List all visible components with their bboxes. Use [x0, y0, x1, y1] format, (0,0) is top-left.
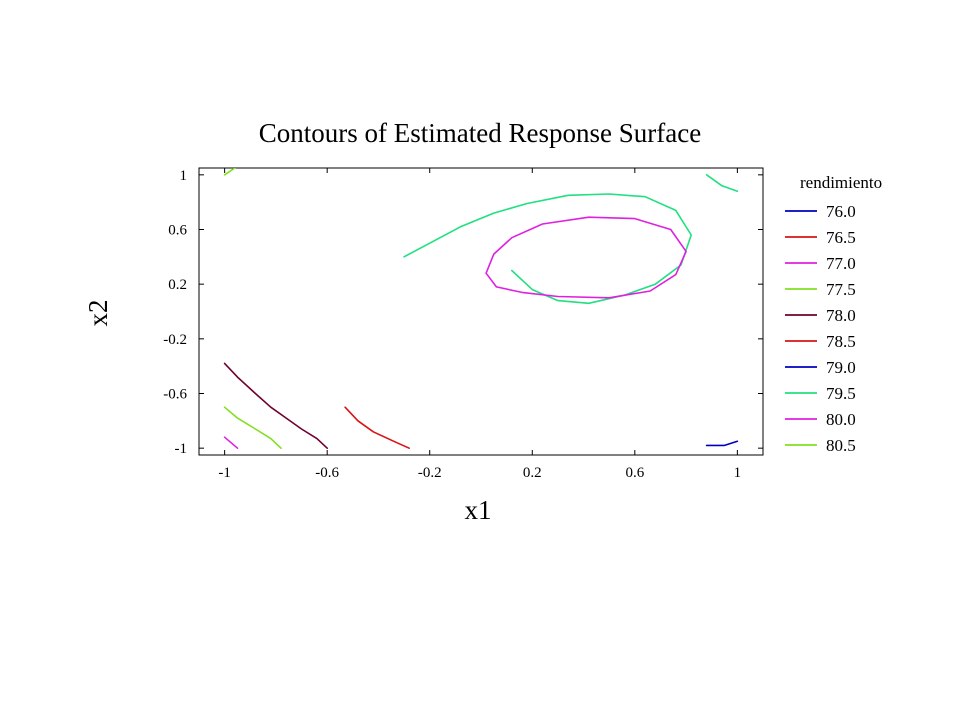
y-tick-label: -0.6 — [163, 387, 187, 403]
x-tick-label: 1 — [734, 465, 742, 481]
contour-80.0 — [485, 216, 687, 299]
x-tick-label: 0.2 — [523, 465, 542, 481]
legend-label-80.0: 80.0 — [826, 410, 856, 429]
legend-label-77.0: 77.0 — [826, 254, 856, 273]
y-tick-label: 0.2 — [168, 277, 187, 293]
x-axis-title: x1 — [465, 495, 492, 525]
chart-title: Contours of Estimated Response Surface — [259, 118, 701, 148]
legend-label-78.5: 78.5 — [826, 332, 856, 351]
legend-label-76.0: 76.0 — [826, 202, 856, 221]
y-tick-label: -1 — [175, 441, 188, 457]
contour-78.0 — [223, 362, 329, 450]
contour-77.0 — [223, 436, 239, 450]
contour-79.0 — [705, 440, 739, 447]
x-tick-label: 0.6 — [625, 465, 644, 481]
y-tick-label: 0.6 — [168, 223, 187, 239]
contour-79.5 — [403, 193, 693, 305]
plot-frame — [198, 167, 764, 456]
x-tick-label: -0.2 — [418, 465, 442, 481]
legend-label-77.5: 77.5 — [826, 280, 856, 299]
plot-area: -1 -0.6 -0.2 0.2 0.6 1 1 0.6 0.2 -0.2 -0.6 -1 — [163, 167, 764, 481]
legend-label-80.5: 80.5 — [826, 436, 856, 455]
contour-78.5 — [344, 406, 411, 450]
legend-label-76.5: 76.5 — [826, 228, 856, 247]
legend: rendimiento 76.0 76.5 77.0 77.5 78.0 78.5 79.0… — [785, 173, 882, 455]
y-tick-label: 1 — [180, 168, 188, 184]
legend-title: rendimiento — [800, 173, 882, 192]
y-axis-title: x2 — [83, 300, 113, 327]
x-tick-label: -1 — [218, 465, 231, 481]
y-tick-label: -0.2 — [163, 332, 187, 348]
contour-79.5 — [705, 174, 739, 192]
contour-lines — [223, 168, 739, 450]
legend-label-79.5: 79.5 — [826, 384, 856, 403]
legend-label-78.0: 78.0 — [826, 306, 856, 325]
legend-label-79.0: 79.0 — [826, 358, 856, 377]
x-tick-label: -0.6 — [315, 465, 339, 481]
contour-77.5 — [223, 406, 282, 450]
contour-80.5 — [223, 168, 236, 176]
